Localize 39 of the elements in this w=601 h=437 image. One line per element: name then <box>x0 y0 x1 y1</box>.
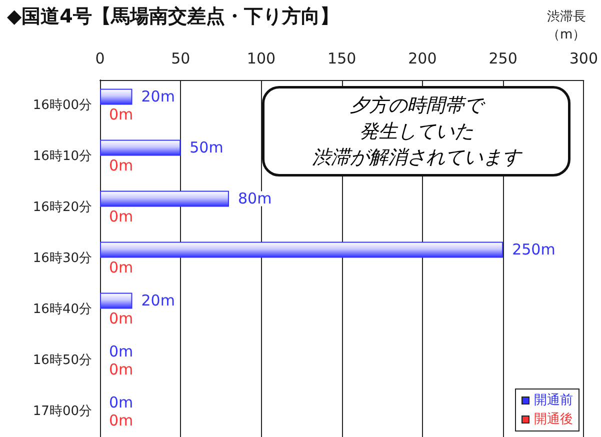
y-tick-label: 16時20分 <box>32 200 92 215</box>
x-tick-label: 200 <box>408 50 437 68</box>
bar <box>100 292 132 309</box>
x-tick-label: 100 <box>246 50 276 68</box>
x-tick-label: 150 <box>328 50 356 68</box>
x-axis-title: 渋滞長（m） <box>547 10 586 42</box>
data-label: 50m <box>190 138 224 157</box>
y-tick-label: 16時10分 <box>32 149 92 164</box>
y-tick-label: 17時00分 <box>32 404 92 419</box>
y-tick-label: 16時30分 <box>32 251 92 266</box>
data-label: 0m <box>109 156 134 174</box>
data-label: 0m <box>109 207 134 226</box>
x-tick-label: 50 <box>171 50 190 68</box>
annotation: 夕方の時間帯で <box>350 94 486 116</box>
legend-label: 開通後 <box>534 412 573 427</box>
bar <box>100 88 132 105</box>
annotation: 発生していた <box>359 120 474 142</box>
data-label: 0m <box>109 258 134 276</box>
x-tick-label: 250 <box>488 50 518 68</box>
data-label: 0m <box>109 360 134 378</box>
y-tick-label: 16時40分 <box>32 302 92 317</box>
bar <box>100 190 229 207</box>
data-label: 20m <box>141 88 175 106</box>
legend-label: 開通前 <box>534 393 573 408</box>
data-label: 0m <box>109 342 134 361</box>
y-tick-label: 16時50分 <box>32 353 92 368</box>
data-label: 0m <box>109 105 134 124</box>
y-tick-label: 16時00分 <box>32 98 92 113</box>
data-label: 80m <box>238 190 272 208</box>
bar <box>100 140 181 156</box>
chart-title: ◆国道4号【馬場南交差点・下り方向】 <box>7 6 339 28</box>
x-tick-label: 0 <box>95 50 105 68</box>
data-label: 0m <box>109 309 134 328</box>
data-label: 20m <box>141 292 175 310</box>
bar <box>100 242 504 258</box>
data-label: 0m <box>109 394 134 412</box>
data-label: 0m <box>109 411 134 430</box>
x-tick-label: 300 <box>569 50 598 68</box>
data-label: 250m <box>512 240 556 259</box>
